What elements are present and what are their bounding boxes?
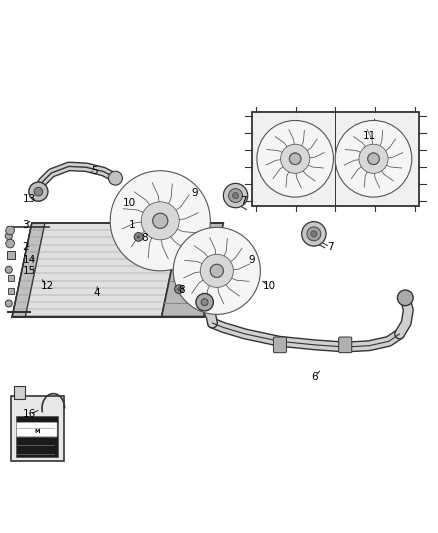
Bar	[7, 251, 15, 260]
Text: 15: 15	[23, 266, 36, 276]
Text: 16: 16	[23, 409, 36, 419]
Circle shape	[153, 213, 168, 228]
Text: 8: 8	[179, 286, 185, 295]
Bar	[8, 288, 14, 294]
FancyBboxPatch shape	[16, 416, 58, 457]
Text: 7: 7	[240, 196, 246, 206]
Circle shape	[201, 298, 208, 305]
Circle shape	[177, 287, 181, 291]
Circle shape	[302, 222, 326, 246]
FancyBboxPatch shape	[273, 337, 286, 353]
Circle shape	[368, 153, 379, 165]
Text: 1: 1	[129, 220, 135, 230]
Circle shape	[110, 171, 210, 271]
Polygon shape	[252, 112, 419, 206]
Circle shape	[233, 192, 239, 199]
Bar	[8, 275, 14, 281]
Circle shape	[153, 213, 168, 228]
Circle shape	[311, 231, 317, 237]
Circle shape	[359, 144, 388, 173]
Text: 4: 4	[94, 288, 100, 297]
Circle shape	[368, 153, 379, 165]
Circle shape	[175, 285, 184, 294]
Text: 11: 11	[363, 131, 376, 141]
Circle shape	[335, 120, 412, 197]
Circle shape	[196, 294, 213, 311]
Circle shape	[173, 228, 260, 314]
FancyBboxPatch shape	[339, 337, 352, 353]
Circle shape	[137, 235, 140, 239]
Circle shape	[290, 153, 301, 165]
FancyBboxPatch shape	[17, 422, 57, 437]
FancyBboxPatch shape	[14, 386, 25, 399]
Text: 6: 6	[311, 373, 318, 383]
Circle shape	[141, 202, 179, 240]
Text: 5: 5	[92, 166, 98, 176]
Circle shape	[6, 226, 14, 235]
Circle shape	[257, 120, 333, 197]
Circle shape	[5, 232, 12, 239]
Circle shape	[134, 232, 143, 241]
Text: 9: 9	[248, 255, 255, 265]
Text: 13: 13	[23, 194, 36, 204]
Circle shape	[5, 266, 12, 273]
Text: M: M	[35, 429, 40, 434]
Circle shape	[6, 239, 14, 248]
Text: 12: 12	[40, 281, 54, 291]
Text: 7: 7	[327, 242, 333, 252]
Polygon shape	[12, 223, 181, 317]
Circle shape	[290, 153, 301, 165]
Text: 3: 3	[22, 220, 28, 230]
Polygon shape	[162, 223, 223, 317]
Circle shape	[397, 290, 413, 305]
Circle shape	[5, 300, 12, 307]
Text: 10: 10	[262, 281, 276, 291]
Circle shape	[210, 264, 223, 277]
Circle shape	[210, 264, 223, 277]
Circle shape	[29, 182, 48, 201]
Circle shape	[109, 171, 122, 185]
Text: 2: 2	[22, 242, 28, 252]
Circle shape	[223, 183, 248, 208]
Circle shape	[307, 227, 321, 241]
Circle shape	[229, 189, 243, 203]
Circle shape	[34, 187, 43, 196]
Polygon shape	[12, 223, 45, 317]
Circle shape	[281, 144, 310, 173]
Text: 14: 14	[23, 255, 36, 265]
Text: 10: 10	[123, 198, 136, 208]
Circle shape	[200, 254, 233, 287]
Text: 8: 8	[142, 233, 148, 243]
Text: 9: 9	[192, 188, 198, 198]
FancyBboxPatch shape	[11, 396, 64, 462]
